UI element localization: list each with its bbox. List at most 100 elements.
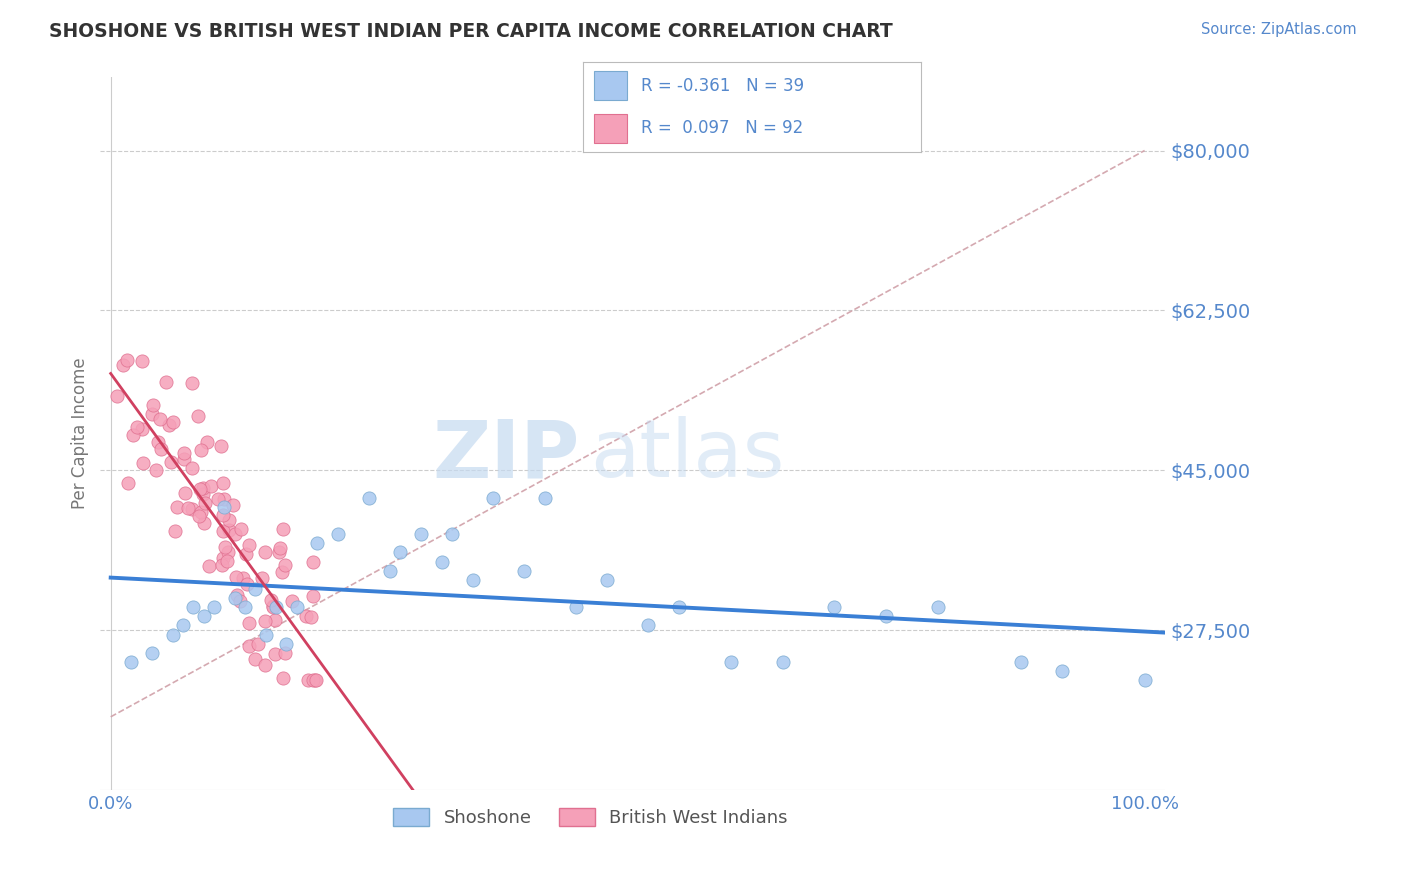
Point xyxy=(105,389,128,403)
Point xyxy=(247,637,270,651)
Point xyxy=(389,545,412,559)
Point xyxy=(823,600,845,615)
Point xyxy=(183,600,205,615)
Point xyxy=(235,547,257,561)
Point xyxy=(173,452,195,467)
Point xyxy=(222,498,245,512)
Point xyxy=(302,673,325,688)
Text: ZIP: ZIP xyxy=(432,416,579,494)
Point xyxy=(238,538,260,552)
Point xyxy=(565,600,588,615)
Point xyxy=(262,599,284,614)
Point xyxy=(264,600,287,615)
Text: Source: ZipAtlas.com: Source: ZipAtlas.com xyxy=(1201,22,1357,37)
Point xyxy=(180,461,202,475)
Point xyxy=(262,599,284,614)
Point xyxy=(637,618,659,632)
Point xyxy=(304,673,326,688)
Point xyxy=(224,526,246,541)
Point xyxy=(302,555,325,569)
Point xyxy=(193,481,215,495)
Point xyxy=(1050,664,1073,678)
Point xyxy=(720,655,742,669)
Point xyxy=(271,522,294,536)
Point xyxy=(534,491,557,505)
Point xyxy=(145,463,167,477)
Point xyxy=(211,524,233,538)
Point xyxy=(271,565,294,579)
Text: R = -0.361   N = 39: R = -0.361 N = 39 xyxy=(641,77,804,95)
Point xyxy=(772,655,794,669)
Point xyxy=(177,500,200,515)
Point xyxy=(207,491,229,506)
Point xyxy=(181,501,204,516)
Point xyxy=(440,527,463,541)
Point xyxy=(513,564,536,578)
Point xyxy=(409,527,432,541)
Point xyxy=(211,476,233,491)
Point xyxy=(238,640,260,654)
Point xyxy=(260,593,283,607)
Point xyxy=(224,591,246,606)
Point xyxy=(297,673,319,688)
Point xyxy=(187,409,209,423)
Point xyxy=(212,550,235,565)
Point xyxy=(274,646,297,660)
Point xyxy=(299,610,322,624)
Text: atlas: atlas xyxy=(591,416,785,494)
Point xyxy=(328,527,350,541)
Point xyxy=(181,376,204,391)
Point xyxy=(232,571,254,585)
Point xyxy=(149,412,172,426)
Point xyxy=(218,513,240,527)
Point xyxy=(195,434,218,449)
Point xyxy=(430,555,453,569)
Point xyxy=(141,646,163,660)
Point xyxy=(236,576,259,591)
Point xyxy=(150,442,173,456)
Point xyxy=(295,609,318,624)
Legend: Shoshone, British West Indians: Shoshone, British West Indians xyxy=(385,800,794,834)
Point xyxy=(191,487,214,501)
Point xyxy=(253,658,276,673)
Point xyxy=(117,475,139,490)
Point xyxy=(254,627,277,641)
Point xyxy=(190,505,212,519)
Point xyxy=(225,570,247,584)
Point xyxy=(359,491,381,505)
Point xyxy=(1133,673,1156,688)
Point xyxy=(267,545,290,559)
Point xyxy=(155,376,177,390)
Point xyxy=(188,482,211,496)
Point xyxy=(233,600,256,615)
Point xyxy=(121,428,143,442)
Point xyxy=(269,541,291,555)
Point xyxy=(166,500,188,514)
Point xyxy=(482,491,505,505)
Point xyxy=(212,492,235,507)
Point xyxy=(461,573,484,587)
Point xyxy=(245,582,267,596)
Point xyxy=(194,496,217,510)
Point xyxy=(115,352,138,367)
Point xyxy=(231,522,253,536)
Point xyxy=(173,446,195,460)
Point xyxy=(254,545,277,559)
Point xyxy=(202,600,225,615)
Point xyxy=(273,558,295,572)
Point xyxy=(243,651,266,665)
Point xyxy=(193,516,215,530)
Point xyxy=(302,589,325,603)
Point xyxy=(250,572,273,586)
Point xyxy=(305,673,328,688)
Point xyxy=(307,536,329,550)
Point xyxy=(281,593,304,607)
Point xyxy=(927,600,949,615)
Point xyxy=(214,500,236,514)
Point xyxy=(125,420,148,434)
Point xyxy=(217,554,239,568)
Point xyxy=(131,456,153,470)
Point xyxy=(141,407,163,421)
Point xyxy=(228,594,250,608)
Point xyxy=(212,508,235,522)
